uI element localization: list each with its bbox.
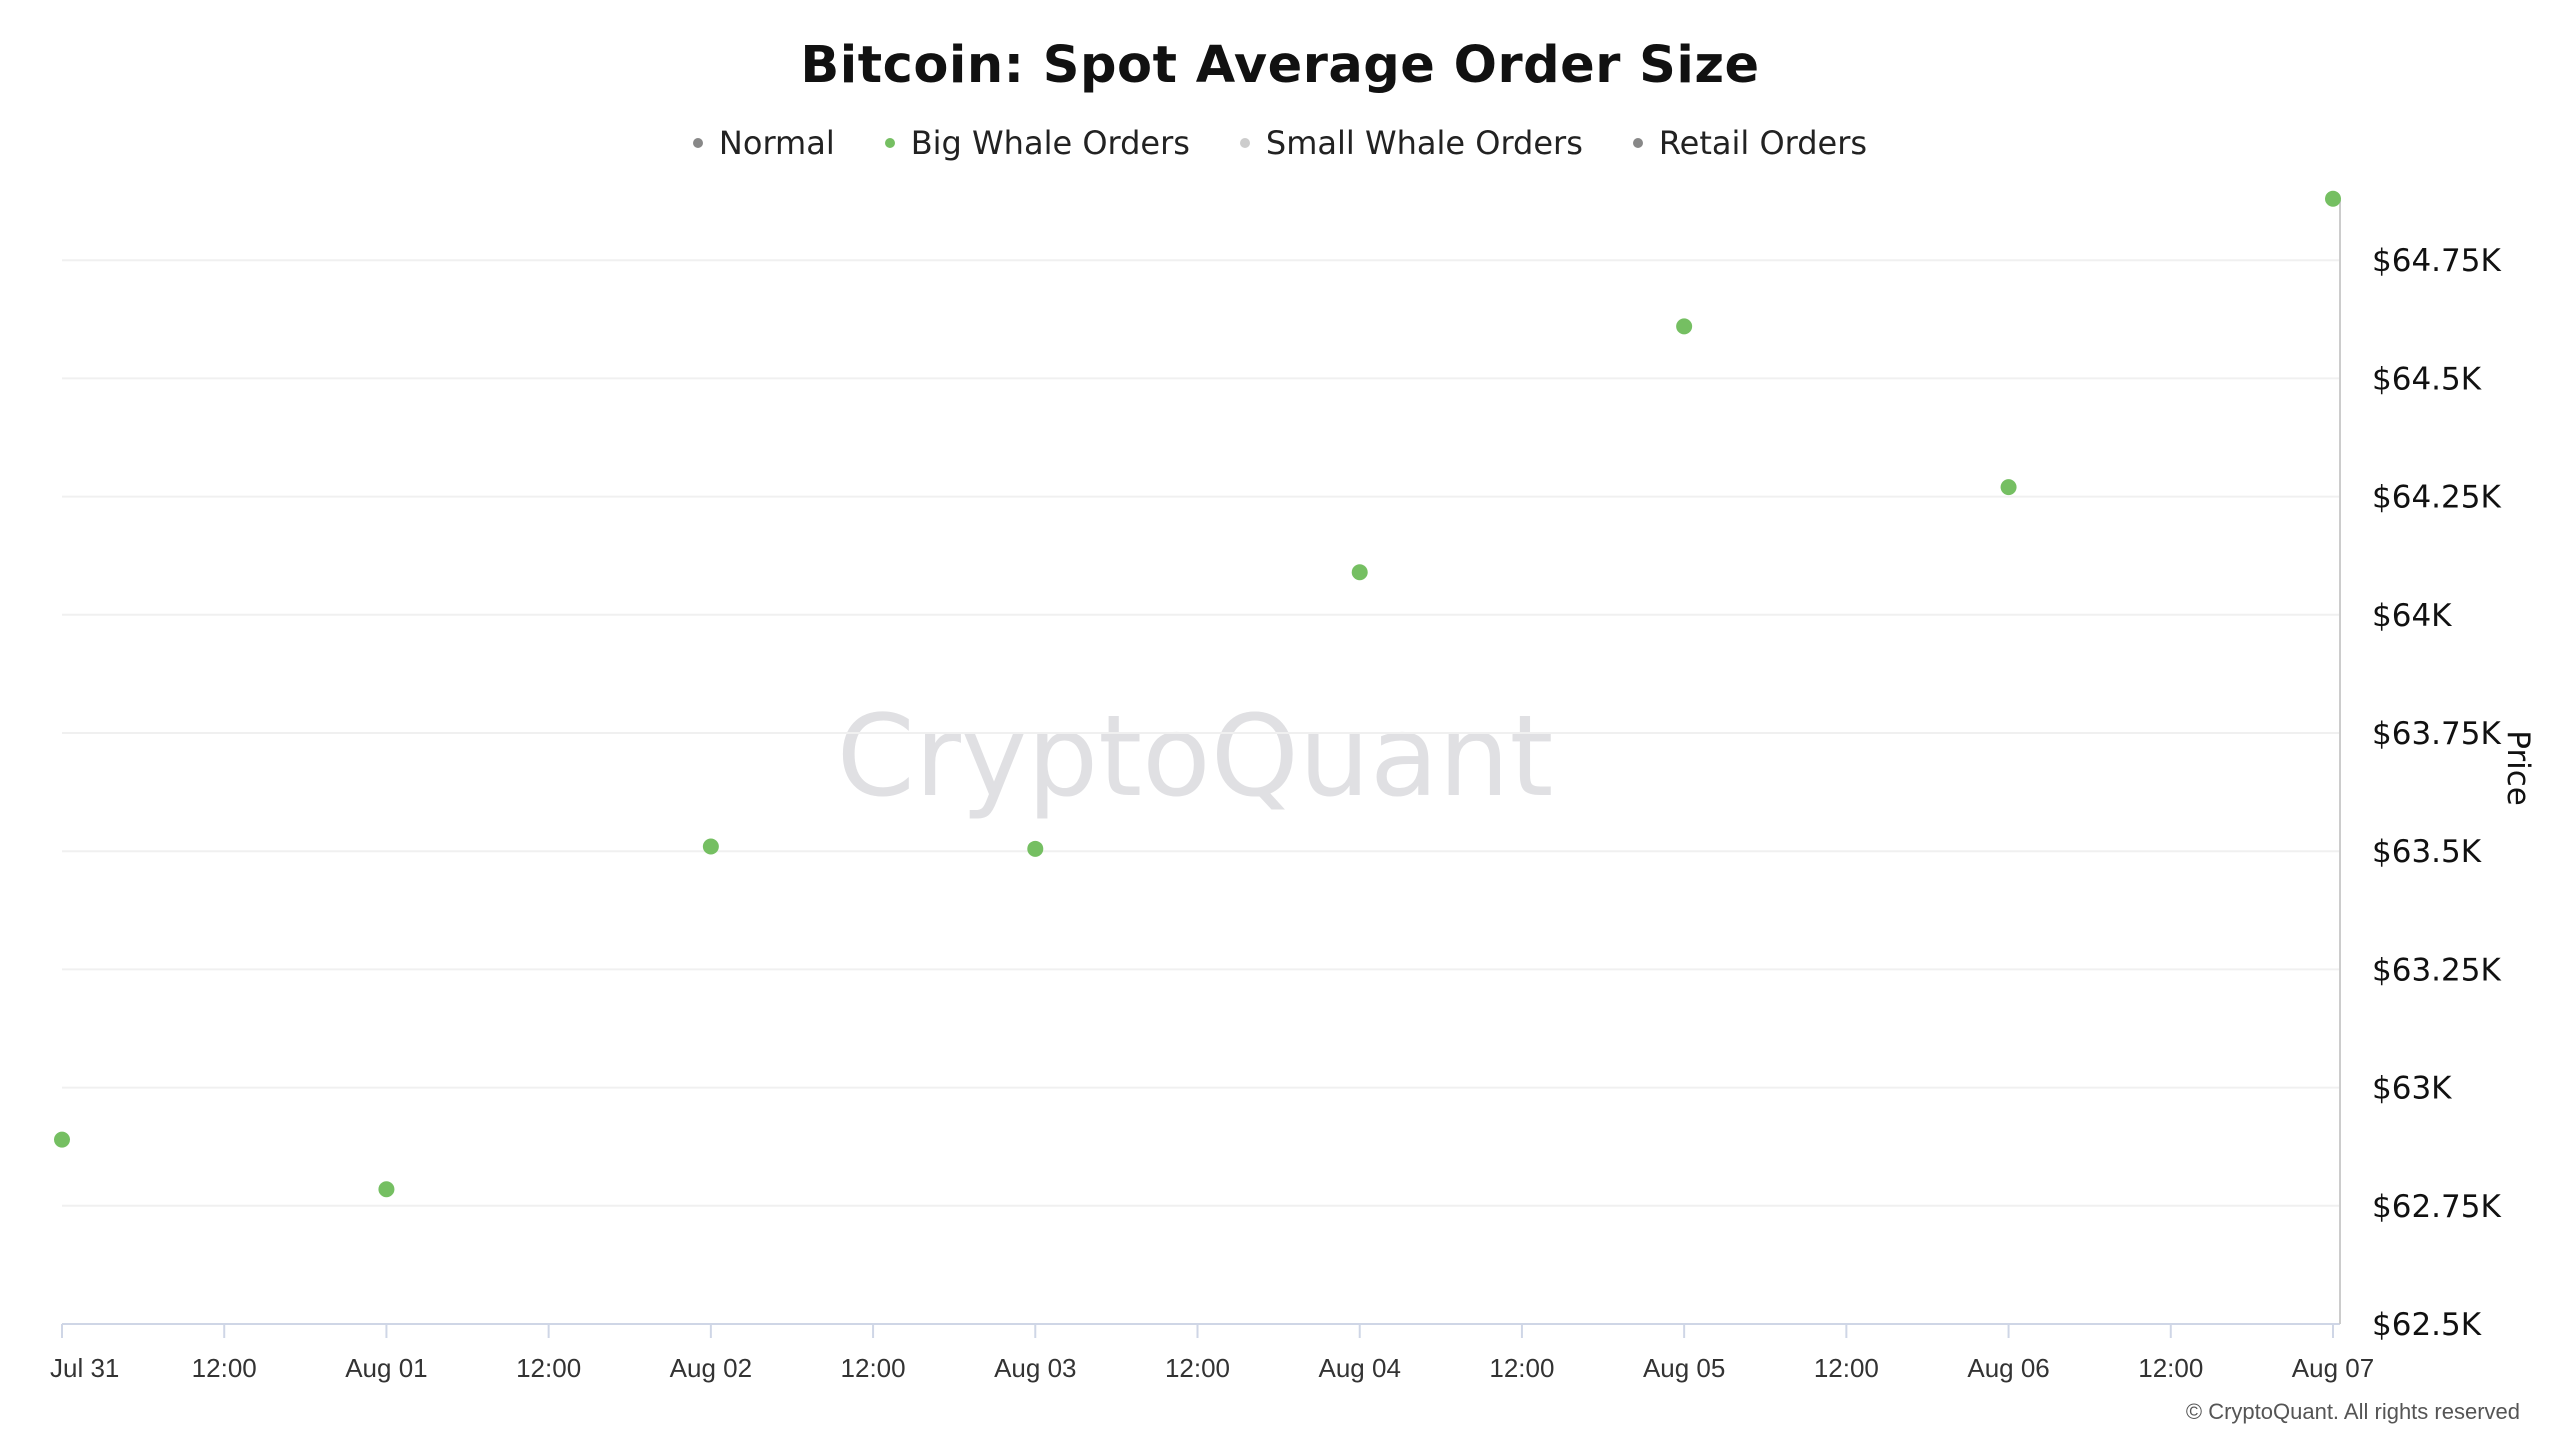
x-tick-label: Aug 03 [994, 1353, 1076, 1383]
legend-marker-icon [1239, 138, 1250, 148]
x-tick-label: Aug 04 [1319, 1353, 1401, 1383]
legend-label: Normal [718, 124, 835, 162]
legend-marker-icon [1632, 138, 1643, 148]
x-tick-label: 12:00 [1165, 1353, 1230, 1383]
x-tick-label: 12:00 [1489, 1353, 1554, 1383]
watermark-logo: CryptoQuant [837, 692, 1554, 822]
legend-marker-icon [692, 138, 703, 148]
y-tick-label: $64.5K [2372, 361, 2482, 397]
y-tick-label: $63K [2372, 1071, 2452, 1107]
x-tick-label: Aug 06 [1967, 1353, 2049, 1383]
y-tick-label: $63.75K [2372, 716, 2501, 752]
data-point [54, 1131, 70, 1148]
x-tick-label: 12:00 [1814, 1353, 1879, 1383]
x-tick-label: Jul 31 [50, 1353, 119, 1383]
y-tick-label: $64.75K [2372, 243, 2501, 279]
legend-item[interactable]: Retail Orders [1632, 124, 1868, 162]
y-tick-label: $62.75K [2372, 1189, 2501, 1225]
legend-item[interactable]: Small Whale Orders [1239, 124, 1583, 162]
x-tick-label: 12:00 [2138, 1353, 2203, 1383]
copyright-notice: © CryptoQuant. All rights reserved [2185, 1399, 2520, 1424]
x-tick-label: Aug 02 [670, 1353, 752, 1383]
legend-label: Small Whale Orders [1265, 124, 1583, 162]
data-point [1351, 564, 1368, 581]
data-point [702, 838, 719, 855]
data-point [378, 1181, 395, 1198]
y-tick-label: $64K [2372, 598, 2452, 634]
legend-item[interactable]: Normal [692, 124, 835, 162]
data-point [1676, 318, 1693, 335]
x-tick-label: 12:00 [841, 1353, 906, 1383]
y-tick-label: $64.25K [2372, 480, 2501, 516]
legend-label: Big Whale Orders [910, 124, 1190, 162]
data-point [1027, 840, 1044, 857]
data-point [2325, 190, 2341, 207]
x-tick-label: Aug 05 [1643, 1353, 1725, 1383]
data-point [2000, 479, 2017, 496]
x-tick-label: 12:00 [516, 1353, 581, 1383]
y-tick-label: $63.5K [2372, 834, 2482, 870]
legend-marker-icon [884, 138, 895, 148]
y-tick-label: $63.25K [2372, 952, 2501, 988]
y-tick-label: $62.5K [2372, 1307, 2482, 1343]
y-axis-title: Price [2500, 730, 2536, 806]
x-tick-label: Aug 01 [345, 1353, 427, 1383]
chart-title: Bitcoin: Spot Average Order Size [800, 36, 1760, 95]
x-tick-label: 12:00 [192, 1353, 257, 1383]
legend-item[interactable]: Big Whale Orders [884, 124, 1190, 162]
legend-label: Retail Orders [1658, 124, 1868, 162]
x-tick-label: Aug 07 [2292, 1353, 2374, 1383]
legend: Normal Big Whale Orders Small Whale Orders… [0, 124, 2560, 162]
